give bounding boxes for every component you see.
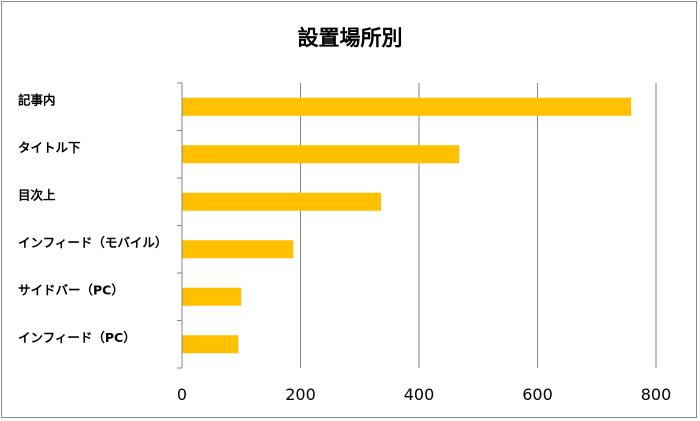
bar-3 <box>182 240 294 259</box>
x-tick-label-600: 600 <box>522 385 553 404</box>
category-label-0: 記事内 <box>18 92 56 107</box>
category-label-3: インフィード（モバイル） <box>18 235 167 250</box>
x-tick-labels: 0 200 400 600 800 <box>177 385 671 404</box>
bar-2 <box>182 192 382 211</box>
category-label-1: タイトル下 <box>18 140 81 155</box>
bar-4 <box>182 287 242 306</box>
chart-title: 設置場所別 <box>297 26 403 50</box>
bar-5 <box>182 335 239 354</box>
bars <box>182 97 632 354</box>
category-label-4: サイドバー（PC） <box>18 282 124 297</box>
x-tick-label-200: 200 <box>285 385 316 404</box>
category-label-2: 目次上 <box>18 187 56 202</box>
gridlines <box>300 83 657 368</box>
y-axis <box>177 82 183 369</box>
bar-1 <box>182 145 460 164</box>
x-tick-label-800: 800 <box>641 385 672 404</box>
x-tick-label-400: 400 <box>404 385 435 404</box>
x-tick-label-0: 0 <box>177 385 187 404</box>
category-label-5: インフィード（PC） <box>18 330 136 345</box>
bar-0 <box>182 97 632 116</box>
